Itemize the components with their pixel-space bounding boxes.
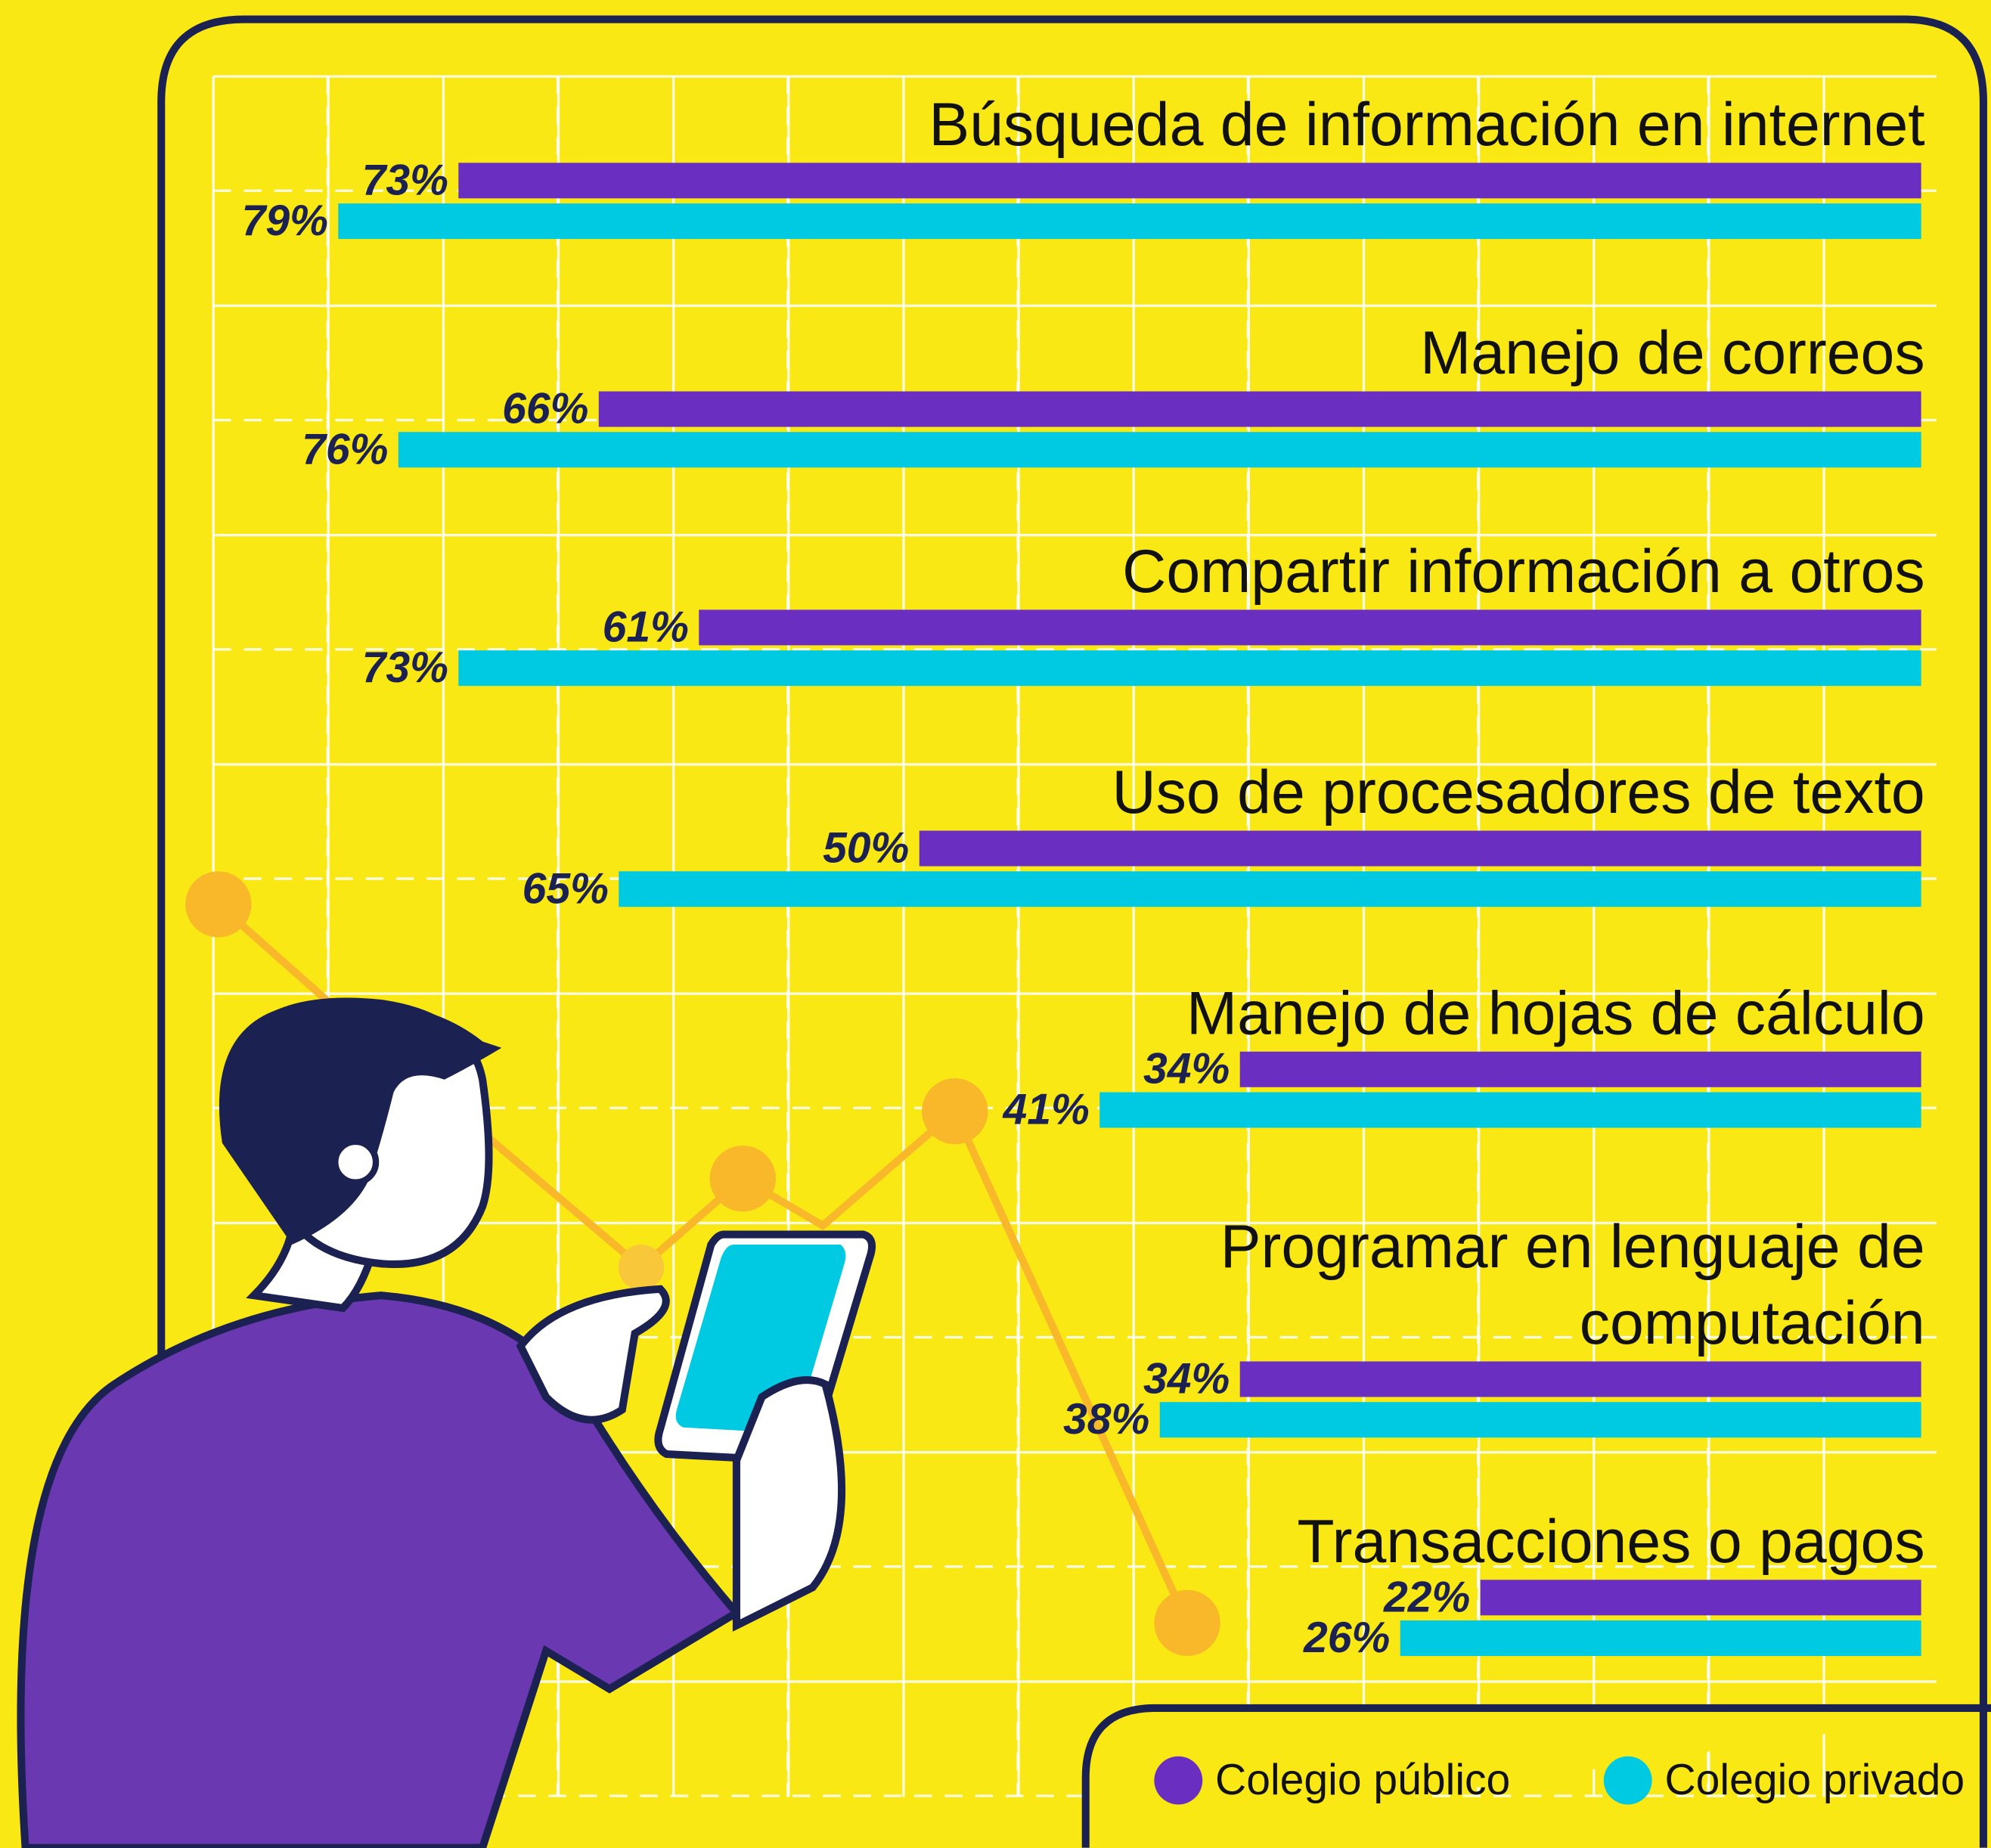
value-label: 73% bbox=[362, 643, 448, 692]
category-label: Manejo de hojas de cálculo bbox=[1186, 979, 1925, 1047]
value-label: 50% bbox=[823, 824, 909, 873]
category-label: Compartir información a otros bbox=[1122, 538, 1925, 606]
bar bbox=[920, 831, 1921, 867]
bar bbox=[1240, 1361, 1921, 1397]
bar bbox=[1481, 1580, 1921, 1615]
value-label: 38% bbox=[1063, 1395, 1149, 1443]
value-label: 76% bbox=[302, 425, 388, 473]
bar bbox=[338, 203, 1921, 239]
value-label: 34% bbox=[1143, 1354, 1230, 1403]
bar bbox=[699, 609, 1921, 645]
value-label: 79% bbox=[242, 197, 328, 245]
value-label: 34% bbox=[1143, 1045, 1230, 1093]
bar bbox=[1400, 1620, 1921, 1656]
bar bbox=[1160, 1402, 1921, 1437]
bar bbox=[619, 871, 1921, 907]
value-label: 66% bbox=[502, 385, 588, 433]
legend-marker bbox=[1154, 1757, 1202, 1805]
bar bbox=[599, 392, 1921, 427]
value-label: 61% bbox=[603, 603, 689, 651]
bar bbox=[1240, 1052, 1921, 1087]
bar bbox=[458, 163, 1921, 198]
value-label: 41% bbox=[1003, 1085, 1090, 1133]
value-label: 26% bbox=[1303, 1614, 1390, 1662]
bar bbox=[399, 432, 1921, 467]
category-label: Manejo de correos bbox=[1420, 319, 1925, 387]
bar bbox=[458, 650, 1921, 686]
legend-marker bbox=[1604, 1757, 1652, 1805]
bar bbox=[1099, 1092, 1921, 1127]
legend-label: Colegio público bbox=[1215, 1756, 1510, 1804]
value-label: 22% bbox=[1383, 1573, 1470, 1621]
category-label: Uso de procesadores de texto bbox=[1112, 758, 1924, 826]
legend-label: Colegio privado bbox=[1664, 1756, 1965, 1804]
category-label: Búsqueda de información en internet bbox=[929, 91, 1924, 159]
value-label: 73% bbox=[362, 156, 448, 204]
category-label: Transacciones o pagos bbox=[1297, 1508, 1924, 1576]
page: Búsqueda de información en internet 73% 79… bbox=[0, 0, 1991, 1848]
value-label: 65% bbox=[523, 864, 609, 913]
infographic: Búsqueda de información en internet 73% 79… bbox=[0, 0, 1991, 1848]
